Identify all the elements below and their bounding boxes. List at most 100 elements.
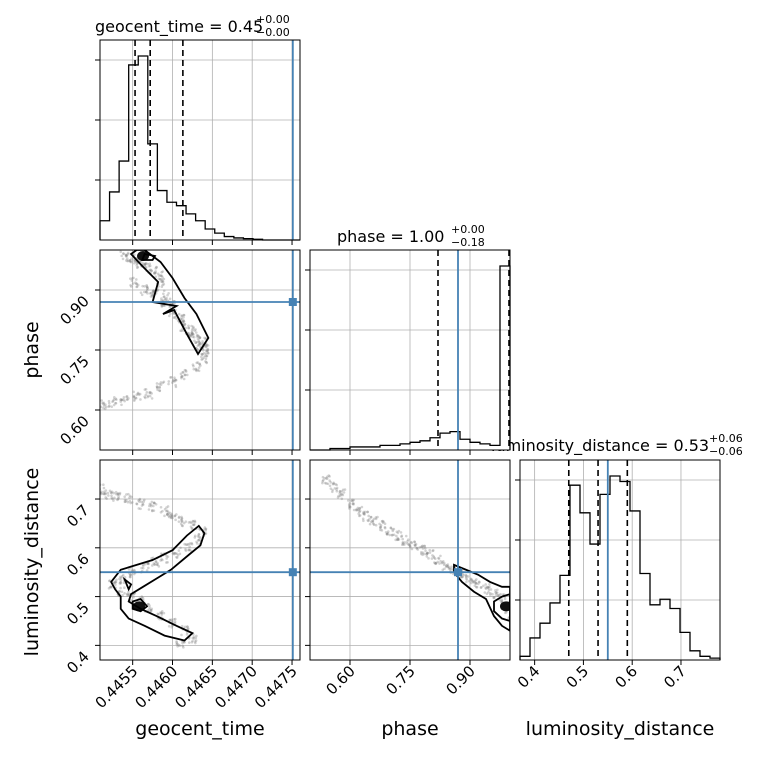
sample-point [160, 304, 164, 308]
sample-point [132, 595, 135, 599]
sample-point [155, 382, 159, 385]
sample-point [157, 277, 161, 280]
y-tick-label-luminosity-distance: 0.5 [63, 599, 93, 629]
sample-point [396, 531, 400, 535]
sample-point [177, 643, 180, 647]
sample-point [467, 579, 471, 583]
sample-point [192, 326, 195, 330]
sample-point [355, 508, 358, 512]
sample-point [100, 492, 103, 496]
sample-point [147, 562, 150, 566]
sample-point [123, 576, 127, 579]
sample-point [447, 567, 451, 570]
x-tick-label-luminosity-distance: 0.5 [563, 662, 593, 692]
sample-point [202, 356, 206, 359]
sample-point [183, 373, 187, 377]
sample-point [205, 349, 209, 352]
sample-point [115, 398, 118, 401]
sample-point [491, 592, 494, 596]
sample-point [161, 279, 164, 283]
sample-point [465, 574, 468, 578]
sample-point [135, 264, 139, 267]
sample-point [470, 579, 473, 582]
sample-point [410, 540, 413, 544]
sample-point [137, 507, 141, 510]
contour-line [110, 524, 206, 642]
sample-point [391, 527, 394, 531]
sample-point [448, 566, 451, 569]
sample-point [407, 543, 410, 546]
sample-point [128, 575, 132, 579]
sample-point [123, 592, 126, 595]
sample-point [160, 609, 164, 613]
x-tick-label-geocent-time: 0.4460 [131, 662, 181, 712]
sample-point [372, 517, 376, 521]
sample-point [460, 575, 464, 579]
sample-point [351, 502, 355, 506]
sample-point [198, 336, 202, 339]
sample-point [119, 575, 122, 579]
sample-point [358, 507, 361, 510]
sample-point [187, 548, 190, 552]
sample-point [169, 511, 172, 515]
sample-point [346, 499, 350, 502]
sample-point [325, 477, 329, 481]
sample-point [400, 534, 404, 538]
sample-point [170, 375, 173, 379]
sample-point [143, 396, 147, 400]
sample-point [145, 285, 149, 289]
sample-point [391, 533, 394, 537]
sample-point [410, 541, 413, 545]
sample-point [191, 332, 194, 335]
scatter-panel-distance-vs-phase: 0.60 0.75 0.90 [305, 459, 511, 698]
sample-point [166, 513, 169, 516]
sample-point [182, 521, 186, 525]
sample-point [180, 317, 184, 320]
sample-point [191, 335, 195, 339]
sample-point [464, 577, 468, 580]
sample-point [385, 532, 389, 536]
sample-point [167, 382, 170, 386]
sample-point [135, 285, 139, 288]
sample-point [104, 496, 107, 499]
sample-point [445, 564, 448, 568]
sample-point [140, 566, 143, 570]
sample-point [155, 385, 159, 389]
sample-point [197, 339, 201, 342]
sample-point [332, 481, 335, 485]
sample-point [201, 352, 204, 356]
sample-point [331, 488, 334, 492]
sample-point [132, 395, 136, 399]
sample-point [193, 329, 196, 332]
sample-point [408, 544, 412, 548]
sample-point [401, 543, 404, 546]
sample-point [195, 542, 199, 545]
sample-point [100, 405, 103, 409]
sample-point [127, 593, 131, 596]
xlabel-geocent-time: geocent_time [135, 718, 264, 740]
sample-point [415, 546, 419, 550]
sample-point [166, 293, 169, 297]
sample-point [180, 376, 183, 380]
sample-point [184, 548, 187, 551]
sample-point [369, 520, 373, 524]
sample-point [156, 388, 159, 392]
sample-point [179, 372, 183, 376]
sample-point [168, 297, 172, 301]
sample-point [159, 505, 163, 509]
sample-point [110, 496, 114, 500]
sample-point [204, 527, 207, 531]
sample-point [149, 390, 152, 394]
sample-point [120, 398, 124, 402]
sample-point [483, 591, 487, 594]
sample-point [180, 314, 183, 318]
sample-point [146, 394, 150, 398]
sample-point [465, 580, 468, 584]
sample-point [127, 568, 131, 571]
sample-point [128, 259, 132, 262]
sample-point [136, 283, 140, 287]
sample-point [500, 598, 504, 602]
sample-point [183, 641, 186, 644]
sample-point [145, 569, 149, 572]
sample-point [190, 521, 193, 525]
